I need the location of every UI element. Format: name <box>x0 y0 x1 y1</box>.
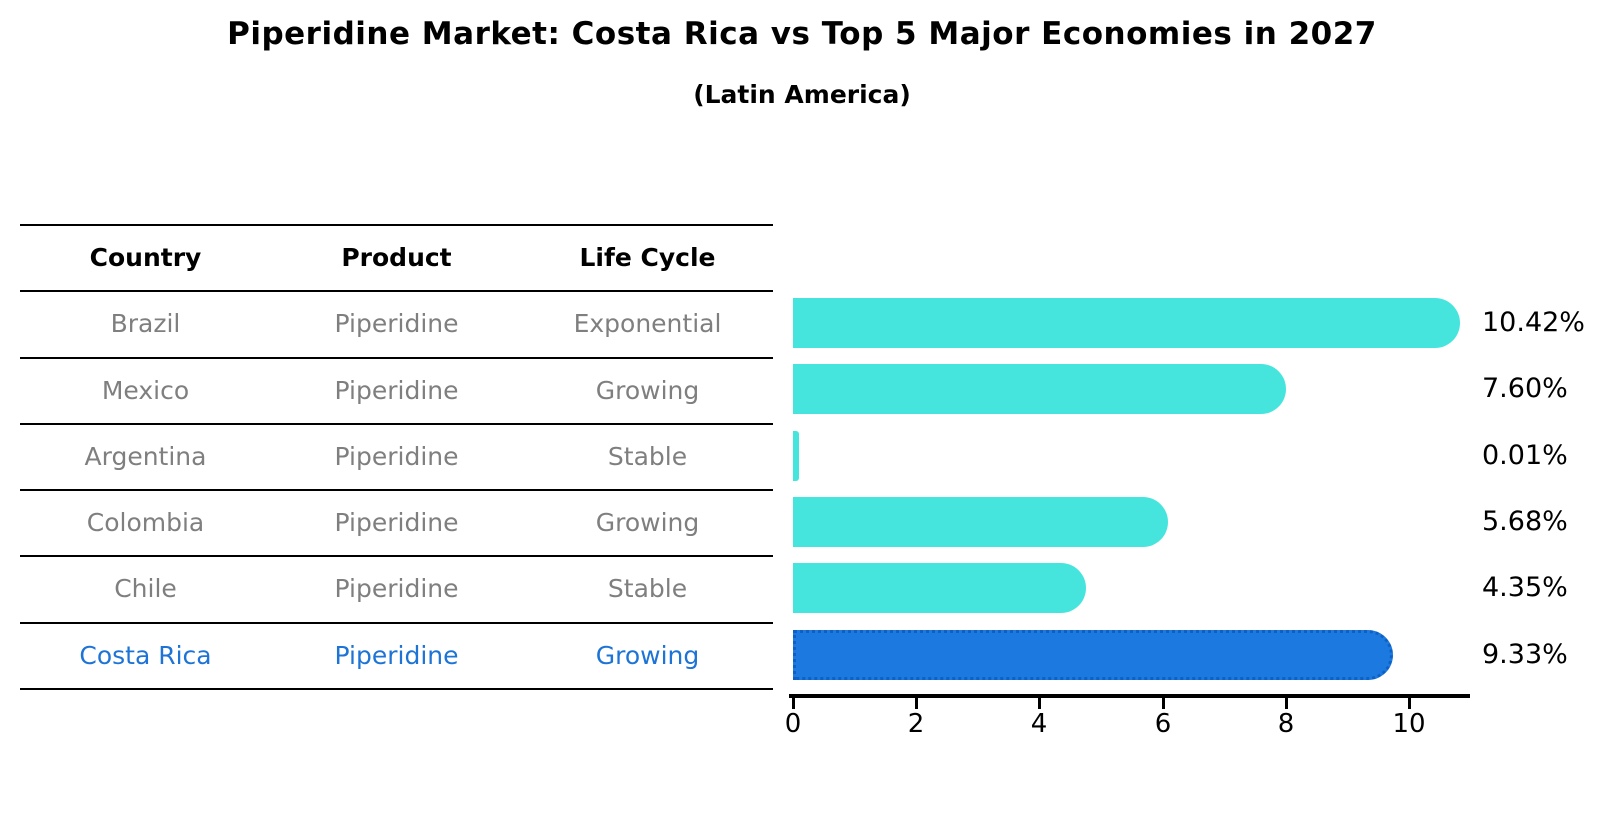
cell-country: Costa Rica <box>79 640 212 670</box>
cell-country: Colombia <box>86 508 205 538</box>
x-axis-tick-label: 2 <box>907 709 925 739</box>
cell-lifecycle: Stable <box>607 574 688 604</box>
x-axis-tick-label: 10 <box>1392 709 1426 739</box>
cell-lifecycle: Exponential <box>573 309 722 339</box>
x-axis-line <box>789 694 1470 698</box>
cell-product: Piperidine <box>334 574 459 604</box>
cell-country: Brazil <box>110 309 181 339</box>
column-header-product: Product <box>341 243 452 272</box>
cell-product: Piperidine <box>334 508 459 538</box>
cell-country: Chile <box>114 574 177 604</box>
bar-brazil <box>793 298 1460 348</box>
value-label: 7.60% <box>1482 373 1568 404</box>
column-header-lifecycle: Life Cycle <box>579 243 716 272</box>
value-label: 4.35% <box>1482 572 1568 603</box>
x-axis-tick <box>1038 698 1041 709</box>
cell-country: Argentina <box>84 441 207 471</box>
cell-country: Mexico <box>101 375 190 405</box>
x-axis-tick-label: 4 <box>1030 709 1048 739</box>
bar-costa-rica <box>793 630 1393 680</box>
bar-mexico <box>793 364 1286 414</box>
cell-lifecycle: Growing <box>595 375 700 405</box>
bar-colombia <box>793 497 1168 547</box>
value-label: 0.01% <box>1482 440 1568 471</box>
table-row: Brazil Piperidine Exponential <box>20 290 773 356</box>
table-row: Argentina Piperidine Stable <box>20 422 773 489</box>
bar-chile <box>793 563 1086 613</box>
table-row: Mexico Piperidine Growing <box>20 356 773 423</box>
x-axis-tick <box>792 698 795 709</box>
chart-subtitle: (Latin America) <box>693 80 911 109</box>
cell-lifecycle: Stable <box>607 441 688 471</box>
cell-lifecycle: Growing <box>595 640 700 670</box>
cell-product: Piperidine <box>334 640 459 670</box>
x-axis-tick <box>1285 698 1288 709</box>
x-axis-tick-label: 6 <box>1154 709 1172 739</box>
x-axis-tick-label: 0 <box>784 709 802 739</box>
cell-product: Piperidine <box>334 309 459 339</box>
column-header-country: Country <box>89 243 202 272</box>
x-axis-tick <box>1162 698 1165 709</box>
table-header-row: Country Product Life Cycle <box>20 224 773 290</box>
cell-product: Piperidine <box>334 375 459 405</box>
country-table: Country Product Life Cycle Brazil Piperi… <box>20 224 773 691</box>
cell-lifecycle: Growing <box>595 508 700 538</box>
table-row: Colombia Piperidine Growing <box>20 489 773 555</box>
value-label: 10.42% <box>1482 307 1585 338</box>
value-label: 5.68% <box>1482 506 1568 537</box>
x-axis-tick <box>1408 698 1411 709</box>
value-label: 9.33% <box>1482 639 1568 670</box>
table-row-costa-rica: Costa Rica Piperidine Growing <box>20 621 773 688</box>
cell-product: Piperidine <box>334 441 459 471</box>
chart-title: Piperidine Market: Costa Rica vs Top 5 M… <box>227 16 1377 52</box>
x-axis-tick-label: 8 <box>1277 709 1295 739</box>
bar-argentina <box>793 431 799 481</box>
x-axis-tick <box>915 698 918 709</box>
table-row: Chile Piperidine Stable <box>20 555 773 621</box>
